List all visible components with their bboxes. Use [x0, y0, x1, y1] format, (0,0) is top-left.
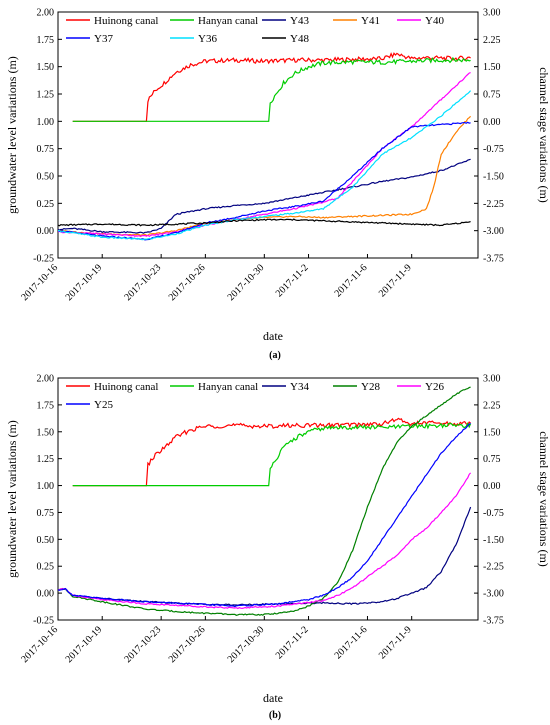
y-tick-label: 2.00: [37, 374, 55, 385]
series-line-y34: [58, 506, 472, 606]
y-tick-label: 0.25: [37, 562, 55, 573]
y-tick-label: -0.25: [33, 616, 54, 627]
y-tick-label: 1.25: [37, 90, 55, 101]
y2-tick-label: 0.00: [483, 481, 501, 492]
y2-tick-label: 1.50: [483, 427, 501, 438]
y-tick-label: 0.50: [37, 535, 55, 546]
y2-tick-label: 2.25: [483, 400, 501, 411]
x-tick-label: 2017-11-2: [274, 262, 311, 299]
y2-tick-label: -1.50: [483, 535, 504, 546]
series-line-huinong-canal: [72, 417, 471, 487]
plot-frame: [57, 377, 479, 621]
y-tick-label: 2.00: [37, 8, 55, 19]
y-tick-label: 0.00: [37, 589, 55, 600]
legend-label: Y36: [198, 33, 217, 45]
legend-label: Y43: [290, 15, 309, 27]
y2-tick-label: 1.50: [483, 62, 501, 73]
y-axis-title: groundwater level variations (m): [5, 420, 19, 578]
y2-tick-label: -3.75: [483, 616, 504, 627]
legend-label: Y48: [290, 33, 309, 45]
x-tick-label: 2017-10-30: [226, 262, 267, 303]
y2-tick-label: 0.75: [483, 90, 501, 101]
y2-tick-label: -2.25: [483, 199, 504, 210]
y2-tick-label: 3.00: [483, 374, 501, 385]
x-tick-label: 2017-11-9: [377, 624, 414, 661]
x-tick-label: 2017-11-9: [377, 262, 414, 299]
x-tick-label: 2017-11-2: [274, 624, 311, 661]
legend-label: Y41: [361, 15, 380, 27]
x-tick-label: 2017-10-23: [122, 262, 163, 303]
y2-tick-label: -3.00: [483, 226, 504, 237]
y2-tick-label: 0.75: [483, 454, 501, 465]
x-tick-label: 2017-10-26: [167, 262, 208, 303]
series-line-y43: [58, 158, 471, 234]
y2-axis-title: channel stage variations (m): [537, 431, 550, 567]
plot-frame: [57, 11, 479, 259]
x-tick-label: 2017-10-23: [122, 624, 163, 665]
panel-label: (a): [269, 350, 281, 361]
y2-tick-label: -0.75: [483, 508, 504, 519]
legend-label: Huinong canal: [94, 15, 158, 27]
y-tick-label: 0.50: [37, 172, 55, 183]
x-tick-label: 2017-10-16: [19, 624, 60, 665]
y2-tick-label: -1.50: [483, 172, 504, 183]
series-line-hanyan-canal: [72, 56, 471, 122]
series-line-y41: [58, 115, 472, 237]
x-tick-label: 2017-10-19: [64, 624, 105, 665]
y2-axis-title: channel stage variations (m): [537, 67, 550, 203]
legend-label: Hanyan canal: [198, 15, 258, 27]
y-tick-label: 0.75: [37, 144, 55, 155]
legend-label: Y25: [94, 399, 113, 411]
series-line-y28: [58, 386, 471, 616]
y-tick-label: 1.50: [37, 427, 55, 438]
legend-label: Y34: [290, 381, 309, 393]
y-axis-title: groundwater level variations (m): [5, 56, 19, 214]
legend-label: Y37: [94, 33, 113, 45]
y-tick-label: 0.75: [37, 508, 55, 519]
y2-tick-label: -0.75: [483, 144, 504, 155]
x-tick-label: 2017-10-30: [226, 624, 267, 665]
y-tick-label: 1.25: [37, 454, 55, 465]
legend-label: Hanyan canal: [198, 381, 258, 393]
panel-label: (b): [269, 710, 281, 721]
y2-tick-label: 2.25: [483, 35, 501, 46]
series-line-y37: [58, 121, 471, 241]
series-line-y25: [58, 422, 471, 608]
x-tick-label: 2017-11-6: [333, 624, 370, 661]
y2-tick-label: 3.00: [483, 8, 501, 19]
legend-label: Y26: [425, 381, 444, 393]
legend-label: Y40: [425, 15, 444, 27]
y-tick-label: 0.00: [37, 226, 55, 237]
y2-tick-label: -3.00: [483, 589, 504, 600]
x-tick-label: 2017-10-19: [64, 262, 105, 303]
x-tick-label: 2017-10-26: [167, 624, 208, 665]
x-tick-label: 2017-10-16: [19, 262, 60, 303]
y-tick-label: 1.00: [37, 117, 55, 128]
legend-label: Huinong canal: [94, 381, 158, 393]
x-axis-title: date: [263, 691, 283, 705]
y2-tick-label: 0.00: [483, 117, 501, 128]
series-line-y48: [58, 218, 471, 227]
x-axis-title: date: [263, 329, 283, 343]
y-tick-label: -0.25: [33, 254, 54, 265]
y-tick-label: 1.00: [37, 481, 55, 492]
series-line-y36: [58, 90, 472, 241]
series-line-y40: [58, 72, 471, 238]
series-line-y26: [58, 472, 472, 610]
y2-tick-label: -2.25: [483, 562, 504, 573]
chart-panel-b: -0.25 0.00 0.25 0.50 0.75 1.00 1.25 1.50 1.75 2.0…: [5, 374, 550, 722]
y-tick-label: 1.50: [37, 62, 55, 73]
y-tick-label: 0.25: [37, 199, 55, 210]
legend-label: Y28: [361, 381, 380, 393]
chart-panel-a: -0.25 0.00 0.25 0.50 0.75 1.00 1.25 1.50 1.75 2.0…: [5, 8, 550, 362]
series-line-huinong-canal: [72, 52, 471, 122]
series-line-hanyan-canal: [72, 422, 472, 487]
y-tick-label: 1.75: [37, 400, 55, 411]
x-tick-label: 2017-11-6: [333, 262, 370, 299]
y-tick-label: 1.75: [37, 35, 55, 46]
y2-tick-label: -3.75: [483, 254, 504, 265]
